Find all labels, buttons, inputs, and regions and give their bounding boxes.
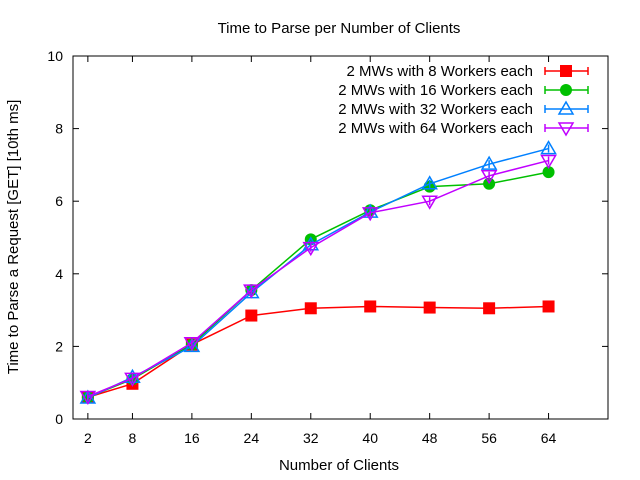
data-point bbox=[245, 309, 258, 322]
legend-marker bbox=[557, 100, 575, 115]
data-point bbox=[243, 284, 260, 299]
x-tick-label: 16 bbox=[184, 430, 200, 446]
data-point bbox=[361, 207, 379, 222]
series-layer bbox=[79, 140, 557, 405]
data-point bbox=[361, 203, 379, 218]
series-4 bbox=[79, 154, 557, 405]
legend-label: 2 MWs with 32 Workers each bbox=[338, 101, 533, 118]
data-point bbox=[480, 170, 498, 185]
data-point bbox=[542, 166, 555, 179]
y-tick-label: 10 bbox=[47, 48, 63, 64]
y-tick-label: 0 bbox=[55, 411, 63, 427]
data-point bbox=[364, 300, 377, 313]
x-tick-label: 32 bbox=[303, 430, 319, 446]
x-tick-label: 2 bbox=[84, 430, 92, 446]
series-line bbox=[87, 305, 549, 398]
data-point bbox=[124, 372, 141, 387]
x-tick-label: 48 bbox=[422, 430, 438, 446]
data-point bbox=[304, 302, 317, 315]
data-point bbox=[79, 390, 97, 405]
legend-marker bbox=[560, 84, 572, 96]
x-tick-label: 8 bbox=[129, 430, 137, 446]
data-point bbox=[421, 195, 438, 210]
y-tick-label: 6 bbox=[55, 193, 63, 209]
legend-marker bbox=[557, 122, 575, 137]
data-point bbox=[480, 155, 498, 170]
legend-label: 2 MWs with 8 Workers each bbox=[347, 63, 533, 80]
series-line bbox=[87, 147, 549, 399]
x-tick-label: 56 bbox=[481, 430, 497, 446]
data-point bbox=[423, 301, 436, 314]
legend-label: 2 MWs with 64 Workers each bbox=[338, 120, 533, 137]
y-tick-label: 4 bbox=[55, 266, 63, 282]
series-2 bbox=[81, 166, 555, 404]
data-point bbox=[542, 300, 555, 313]
y-tick-label: 8 bbox=[55, 121, 63, 137]
data-point bbox=[540, 154, 557, 170]
plot-frame bbox=[72, 55, 609, 420]
legend-marker bbox=[560, 65, 572, 77]
y-axis-title: Time to Parse a Request [GET] [10th ms] bbox=[5, 100, 22, 375]
series-line bbox=[87, 159, 549, 398]
data-point bbox=[183, 337, 201, 352]
data-point bbox=[421, 175, 438, 190]
data-point bbox=[483, 302, 496, 315]
legend-label: 2 MWs with 16 Workers each bbox=[338, 82, 533, 99]
x-tick-label: 64 bbox=[541, 430, 557, 446]
data-point bbox=[302, 241, 320, 257]
x-tick-label: 24 bbox=[244, 430, 260, 446]
data-point bbox=[540, 140, 557, 155]
y-tick-label: 2 bbox=[55, 338, 63, 354]
x-axis-title: Number of Clients bbox=[279, 457, 399, 474]
legend: 2 MWs with 8 Workers each 2 MWs with 16 W… bbox=[338, 63, 589, 137]
series-1 bbox=[81, 300, 555, 404]
chart-title: Time to Parse per Number of Clients bbox=[218, 20, 461, 37]
x-tick-label: 40 bbox=[362, 430, 378, 446]
